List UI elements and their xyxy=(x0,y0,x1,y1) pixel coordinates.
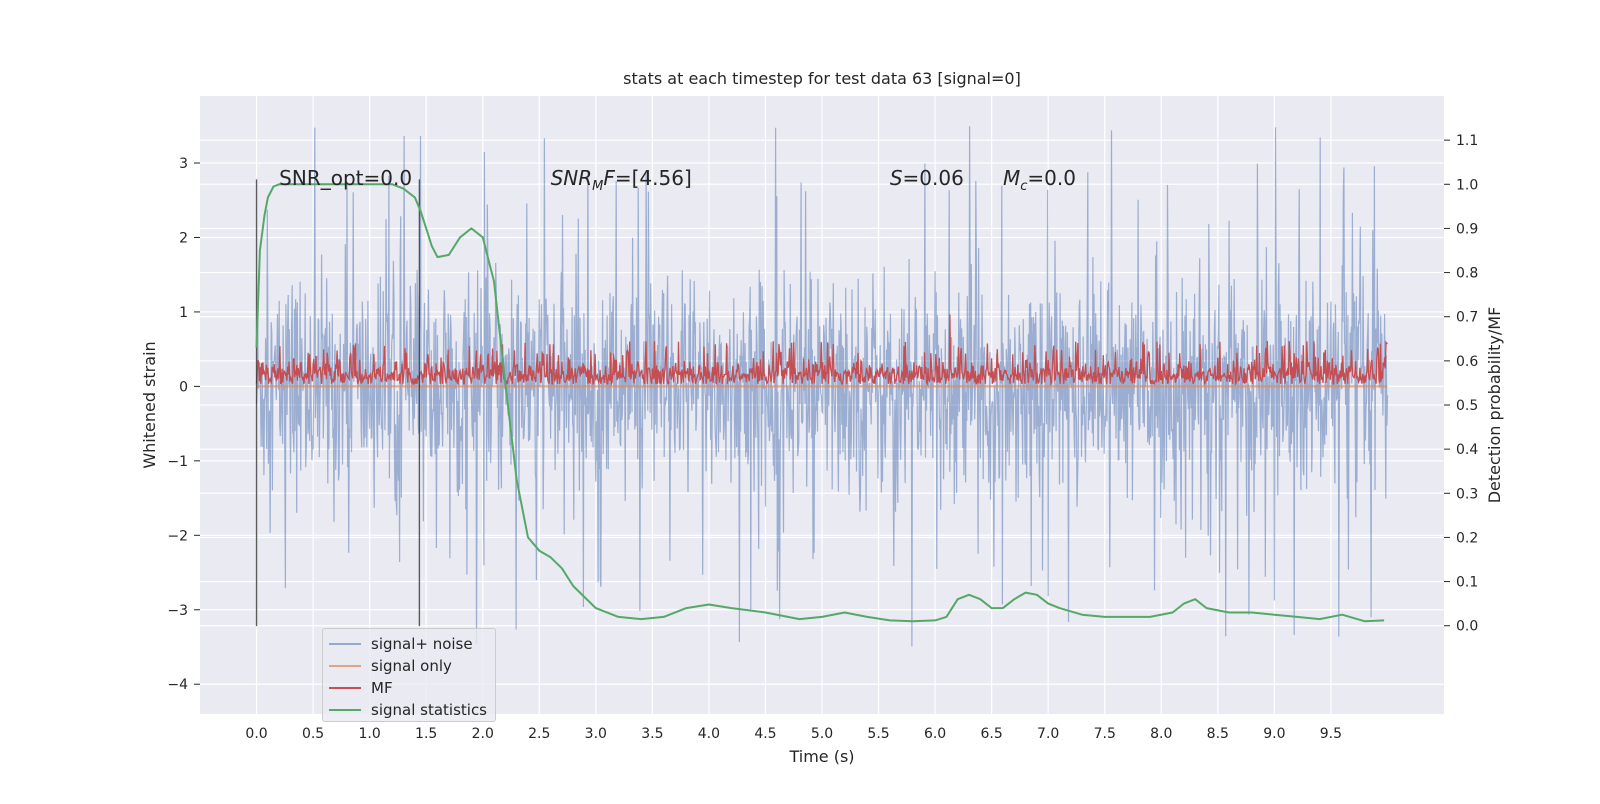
y2-tick-label: 0.0 xyxy=(1456,619,1478,635)
y-axis-label: Whitened strain xyxy=(140,341,159,468)
legend-label: signal+ noise xyxy=(371,635,473,653)
y-tick-label: −2 xyxy=(167,528,188,544)
x-tick-label: 4.0 xyxy=(698,726,720,742)
legend-label: MF xyxy=(371,679,393,697)
y-tick-label: −3 xyxy=(167,603,188,619)
x-tick-label: 2.0 xyxy=(472,726,494,742)
y-tick-label: −1 xyxy=(167,454,188,470)
x-tick-label: 1.5 xyxy=(415,726,437,742)
signal-statistics-line xyxy=(255,183,1385,623)
x-tick-label: 0.5 xyxy=(302,726,324,742)
y-tick-label: 3 xyxy=(179,156,188,172)
y2-tick-label: 0.9 xyxy=(1456,221,1478,237)
annotation-text: Mc=0.0 xyxy=(1003,166,1076,194)
annotation-text: SNR_opt=0.0 xyxy=(279,166,412,190)
y2-tick-label: 0.2 xyxy=(1456,530,1478,546)
y2-tick-label: 0.8 xyxy=(1456,266,1478,282)
annotation-text: S=0.06 xyxy=(890,166,964,190)
x-tick-label: 9.5 xyxy=(1320,726,1342,742)
legend-item: signal statistics xyxy=(329,699,489,721)
x-tick-label: 5.0 xyxy=(811,726,833,742)
x-tick-label: 3.5 xyxy=(641,726,663,742)
legend: signal+ noise signal only MF signal statist… xyxy=(322,628,496,722)
series-mf xyxy=(255,314,1388,387)
annotations: SNR_opt=0.0 SNRMF=[4.56] S=0.06 Mc=0.0 xyxy=(279,166,1076,194)
y-tick-label: 2 xyxy=(179,230,188,246)
x-tick-label: 7.0 xyxy=(1037,726,1059,742)
legend-swatch xyxy=(329,709,361,711)
x-tick-label: 5.5 xyxy=(867,726,889,742)
x-tick-label: 9.0 xyxy=(1263,726,1285,742)
legend-swatch xyxy=(329,643,361,645)
legend-swatch xyxy=(329,687,361,689)
y2-tick-label: 0.7 xyxy=(1456,310,1478,326)
legend-label: signal only xyxy=(371,657,452,675)
x-tick-label: 7.5 xyxy=(1094,726,1116,742)
y-tick-label: 1 xyxy=(179,305,188,321)
y2-tick-label: 1.0 xyxy=(1456,177,1478,193)
x-tick-label: 2.5 xyxy=(528,726,550,742)
legend-item: signal+ noise xyxy=(329,633,489,655)
axis-ticks: 0.0 0.5 1.0 1.5 2.0 2.5 3.0 3.5 4.0 4.5 5.0 5.5 6.0 6… xyxy=(167,133,1478,742)
chart-title: stats at each timestep for test data 63 … xyxy=(623,69,1021,88)
y2-axis-label: Detection probability/MF xyxy=(1485,307,1504,504)
y2-tick-label: 1.1 xyxy=(1456,133,1478,149)
vertical-markers xyxy=(255,179,421,627)
annotation-text: SNRMF=[4.56] xyxy=(551,166,692,194)
legend-item: signal only xyxy=(329,655,489,677)
y-tick-label: 0 xyxy=(179,379,188,395)
x-tick-label: 6.0 xyxy=(924,726,946,742)
x-tick-label: 8.0 xyxy=(1150,726,1172,742)
x-tick-label: 4.5 xyxy=(754,726,776,742)
x-tick-label: 3.0 xyxy=(585,726,607,742)
y2-tick-label: 0.1 xyxy=(1456,575,1478,591)
mf-line xyxy=(255,314,1388,387)
series-signal-statistics xyxy=(255,183,1385,623)
x-tick-label: 1.0 xyxy=(359,726,381,742)
y2-tick-label: 0.5 xyxy=(1456,398,1478,414)
y-tick-label: −4 xyxy=(167,677,188,693)
x-tick-label: 0.0 xyxy=(245,726,267,742)
x-axis-label: Time (s) xyxy=(788,747,854,766)
y2-tick-label: 0.3 xyxy=(1456,486,1478,502)
legend-swatch xyxy=(329,665,361,667)
series-signal-noise xyxy=(255,126,1389,647)
y2-tick-label: 0.6 xyxy=(1456,354,1478,370)
y2-tick-label: 0.4 xyxy=(1456,442,1478,458)
x-tick-label: 6.5 xyxy=(981,726,1003,742)
legend-label: signal statistics xyxy=(371,701,488,719)
legend-item: MF xyxy=(329,677,489,699)
x-tick-label: 8.5 xyxy=(1207,726,1229,742)
signal-noise-line xyxy=(255,126,1389,647)
